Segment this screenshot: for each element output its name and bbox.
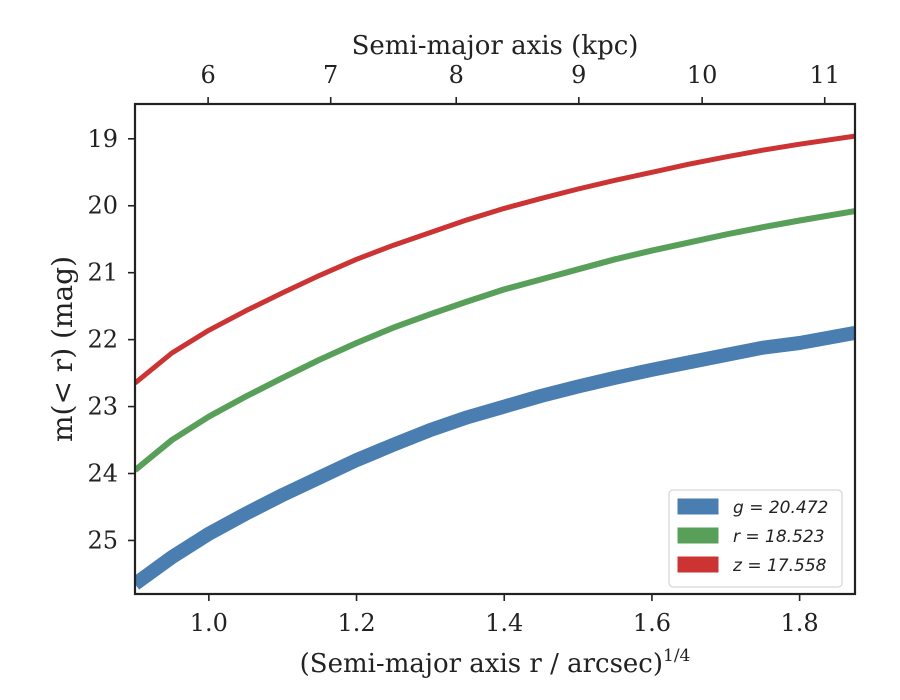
series-line-1 <box>135 326 855 590</box>
legend-items: g = 20.472 r = 18.523 z = 17.558 <box>677 498 828 576</box>
x-tick-label: 1.2 <box>337 609 375 637</box>
top-tick-label: 8 <box>449 61 464 89</box>
legend-label-2: r = 18.523 <box>733 527 825 547</box>
legend-label-1: g = 20.472 <box>733 498 828 518</box>
y-tick-label: 25 <box>87 526 118 554</box>
top-tick-label: 9 <box>571 61 586 89</box>
plot-frame <box>133 102 857 596</box>
x-tick-label: 1.8 <box>781 609 819 637</box>
y-tick-label: 21 <box>87 259 118 287</box>
legend-label-3: z = 17.558 <box>732 556 827 576</box>
top-tick-label: 11 <box>809 61 840 89</box>
y-tick-label: 19 <box>87 125 118 153</box>
series-line-2 <box>135 208 855 473</box>
x-axis-title-text: (Semi-major axis r / arcsec) <box>300 649 663 679</box>
y-tick-label: 22 <box>87 326 118 354</box>
top-tick-label: 6 <box>200 61 215 89</box>
y-tick-label: 24 <box>87 460 118 488</box>
x-axis-title: (Semi-major axis r / arcsec)1/4 <box>300 646 691 679</box>
y-tick-label: 23 <box>87 393 118 421</box>
series-layer <box>135 133 855 590</box>
legend-swatch-1 <box>677 498 719 515</box>
top-tick-label: 7 <box>323 61 338 89</box>
left-axis-ticks: 19 20 21 22 23 24 25 <box>87 125 135 554</box>
series-line-3 <box>135 133 855 386</box>
y-axis-title: m(< r) (mag) <box>46 256 79 442</box>
legend-swatch-3 <box>677 556 719 573</box>
legend-swatch-2 <box>677 527 719 544</box>
x-axis-title-superscript: 1/4 <box>663 646 690 666</box>
x-tick-label: 1.0 <box>190 609 228 637</box>
x-tick-label: 1.6 <box>633 609 671 637</box>
top-axis-title: Semi-major axis (kpc) <box>352 31 639 61</box>
x-tick-label: 1.4 <box>485 609 523 637</box>
top-tick-label: 10 <box>687 61 718 89</box>
top-axis-ticks: 6 7 8 9 10 11 <box>200 61 840 104</box>
legend: g = 20.472 r = 18.523 z = 17.558 <box>668 489 843 588</box>
bottom-axis-ticks: 1.0 1.2 1.4 1.6 1.8 <box>190 594 819 637</box>
y-tick-label: 20 <box>87 192 118 220</box>
